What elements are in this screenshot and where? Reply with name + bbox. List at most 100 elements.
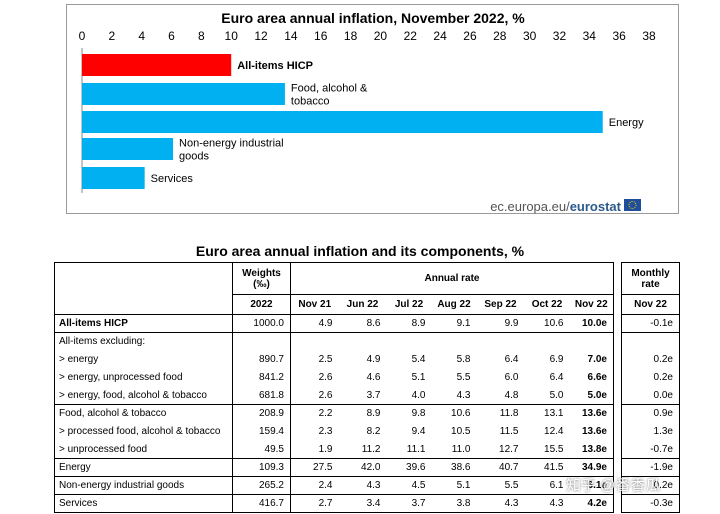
rate-cell: 2.6 bbox=[290, 386, 339, 405]
x-tick-label: 22 bbox=[404, 29, 418, 43]
x-tick-label: 30 bbox=[523, 29, 537, 43]
bar-label: Non-energy industrial goods bbox=[179, 138, 284, 163]
x-tick-label: 4 bbox=[138, 29, 145, 43]
rate-cell: 11.1 bbox=[406, 443, 426, 455]
eu-flag-icon bbox=[624, 199, 641, 211]
bar-chart: Euro area annual inflation, November 202… bbox=[79, 10, 656, 214]
monthly-cell: 0.2e bbox=[621, 350, 680, 369]
rate-cell: 4.9 bbox=[290, 314, 339, 333]
month-header: Jun 22 bbox=[338, 294, 387, 315]
monthly-cell: -0.7e bbox=[621, 440, 680, 459]
x-tick-label: 0 bbox=[79, 29, 86, 43]
rate-cell: 9.9 bbox=[504, 318, 519, 329]
rate-cell: 9.4 bbox=[411, 426, 426, 437]
row-label: Services bbox=[54, 494, 233, 513]
row-label: All-items excluding: bbox=[54, 332, 233, 351]
x-tick-label: 14 bbox=[284, 29, 298, 43]
rate-cell: 11.5 bbox=[499, 426, 519, 437]
month-header: Nov 21 bbox=[290, 294, 339, 315]
rate-cell: 11.0 bbox=[451, 443, 471, 455]
rate-cell bbox=[386, 332, 432, 351]
rate-cell: 5.1 bbox=[431, 476, 477, 495]
rate-cell: 10.0e bbox=[569, 314, 614, 333]
x-tick-label: 12 bbox=[254, 29, 268, 43]
x-tick-label: 8 bbox=[198, 29, 205, 43]
rate-cell: 3.7 bbox=[366, 389, 381, 401]
rate-cell: 12.7 bbox=[499, 443, 519, 455]
rate-cell: 42.0 bbox=[338, 458, 387, 477]
bar-label: Services bbox=[151, 173, 194, 185]
rate-cell: 34.9e bbox=[569, 458, 614, 477]
rate-cell: 12.4 bbox=[544, 426, 564, 437]
rate-cell: 5.0e bbox=[569, 386, 614, 405]
row-label: > energy, food, alcohol & tobacco bbox=[54, 386, 233, 405]
monthly-cell: 0.2e bbox=[621, 368, 680, 387]
weight-cell bbox=[232, 332, 291, 351]
rate-cell: 5.1 bbox=[411, 372, 426, 383]
table-row: > processed food, alcohol & tobacco 159.4… bbox=[54, 422, 680, 441]
table-row: Energy 109.3 27.5 42.0 39.6 38.6 40.7 41.5 34.9e… bbox=[54, 458, 680, 477]
rate-cell: 41.5 bbox=[524, 458, 570, 477]
monthly-cell bbox=[621, 332, 680, 351]
rate-cell: 4.8 bbox=[504, 389, 519, 401]
rate-cell: 6.9 bbox=[549, 354, 564, 365]
rate-cell: 2.3 bbox=[290, 422, 339, 441]
monthly-cell: 1.3e bbox=[621, 422, 680, 441]
table-row: > unprocessed food 49.5 1.9 11.2 11.1 11.0 12.… bbox=[54, 440, 680, 459]
rate-cell bbox=[431, 332, 477, 351]
rate-cell: 6.4 bbox=[549, 372, 564, 383]
rate-cell bbox=[476, 332, 525, 351]
rate-cell: 3.8 bbox=[431, 494, 477, 513]
table-row: Food, alcohol & tobacco 208.9 2.2 8.9 9.8 10.… bbox=[54, 404, 680, 423]
rate-cell: 2.4 bbox=[290, 476, 339, 495]
rate-cell: 4.6 bbox=[366, 372, 381, 383]
x-tick-label: 26 bbox=[463, 29, 477, 43]
weights-header: Weights (‰) bbox=[232, 262, 291, 295]
rate-cell: 10.6 bbox=[431, 404, 477, 423]
month-header: Jul 22 bbox=[386, 294, 432, 315]
row-label: > unprocessed food bbox=[54, 440, 233, 459]
bar-all-items-hicp bbox=[82, 54, 232, 76]
rate-cell: 6.4 bbox=[504, 354, 519, 365]
rate-cell: 2.5 bbox=[290, 350, 339, 369]
bar-services bbox=[82, 167, 145, 189]
row-label: All-items HICP bbox=[54, 314, 233, 333]
rate-cell: 11.2 bbox=[361, 443, 381, 455]
table-row: All-items HICP 1000.0 4.9 8.6 8.9 9.1 9.9 10.6 1… bbox=[54, 314, 680, 333]
x-tick-label: 24 bbox=[433, 29, 447, 43]
weight-cell: 416.7 bbox=[232, 494, 291, 513]
rate-cell: 15.5 bbox=[544, 443, 564, 455]
rate-cell bbox=[569, 332, 614, 351]
bar-label: Energy bbox=[609, 117, 644, 129]
x-tick-label: 36 bbox=[612, 29, 626, 43]
rate-cell: 4.5 bbox=[386, 476, 432, 495]
bar-label: Food, alcohol & tobacco bbox=[291, 83, 368, 108]
rate-cell: 13.8e bbox=[569, 440, 614, 459]
month-header: Oct 22 bbox=[524, 294, 570, 315]
monthly-rate-header: Monthly rate bbox=[621, 262, 680, 295]
rate-cell: 13.1 bbox=[524, 404, 570, 423]
chart-panel: Euro area annual inflation, November 202… bbox=[66, 4, 679, 214]
year-header: 2022 bbox=[232, 294, 291, 315]
rate-cell: 40.7 bbox=[476, 458, 525, 477]
rate-cell: 6.0 bbox=[504, 372, 519, 383]
rate-cell: 10.5 bbox=[451, 426, 471, 437]
bar-energy bbox=[82, 111, 603, 133]
rate-cell: 8.9 bbox=[411, 318, 426, 329]
weight-cell: 1000.0 bbox=[232, 314, 291, 333]
rate-cell: 8.6 bbox=[366, 318, 381, 329]
rate-cell: 2.7 bbox=[290, 494, 339, 513]
x-tick-label: 32 bbox=[553, 29, 567, 43]
rate-cell: 8.9 bbox=[338, 404, 387, 423]
source-site: ec.europa.eu/eurostat bbox=[490, 199, 621, 214]
rate-cell: 7.0e bbox=[569, 350, 614, 369]
row-label: Non-energy industrial goods bbox=[54, 476, 233, 495]
rate-cell: 13.6e bbox=[569, 404, 614, 423]
rate-cell bbox=[338, 332, 387, 351]
rate-cell: 39.6 bbox=[386, 458, 432, 477]
table-row: > energy, food, alcohol & tobacco 681.8 2.… bbox=[54, 386, 680, 405]
rate-cell: 9.1 bbox=[456, 318, 471, 329]
rate-cell bbox=[524, 332, 570, 351]
rate-cell: 27.5 bbox=[290, 458, 339, 477]
rate-cell: 4.3 bbox=[456, 389, 471, 401]
